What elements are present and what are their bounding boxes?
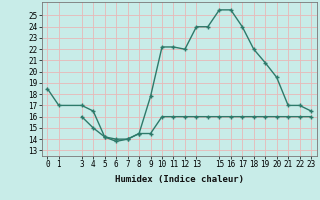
X-axis label: Humidex (Indice chaleur): Humidex (Indice chaleur) xyxy=(115,175,244,184)
